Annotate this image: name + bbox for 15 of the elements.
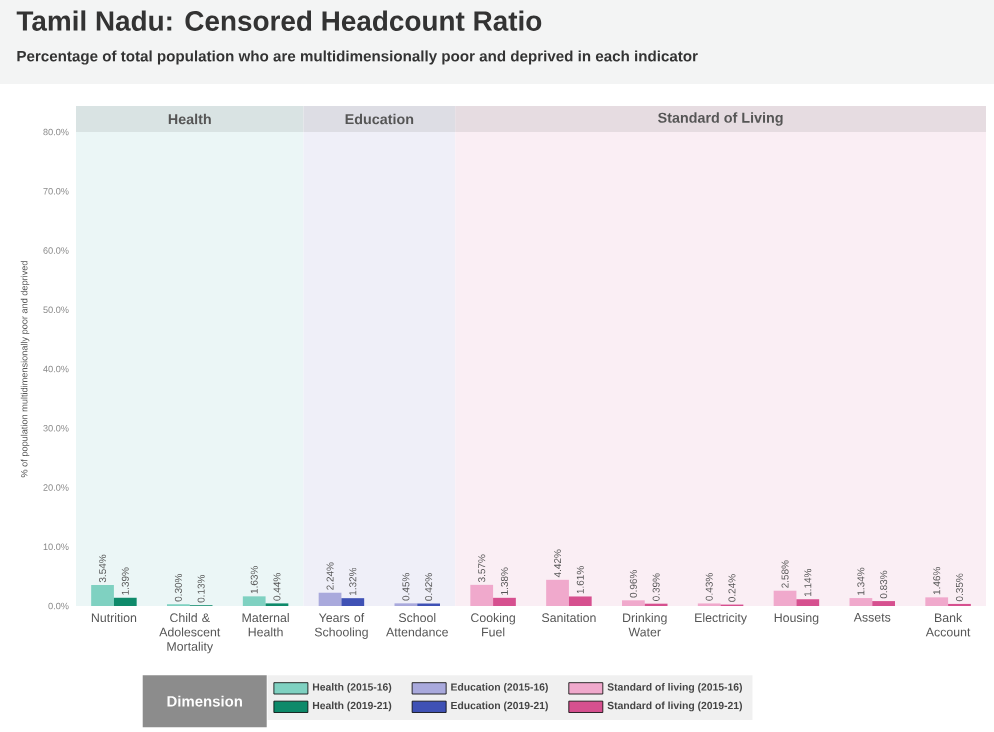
bar: [773, 590, 797, 606]
bar: [622, 600, 645, 606]
bar: [568, 596, 592, 606]
bar: [341, 598, 365, 606]
bar: [925, 597, 949, 606]
bar: [796, 599, 820, 606]
bar: [91, 585, 114, 606]
bar: [318, 592, 342, 606]
bar: [493, 597, 516, 606]
bar: [470, 584, 494, 606]
bar: [113, 597, 137, 606]
bar: [242, 596, 266, 606]
chart-title: Tamil Nadu: Censored Headcount Ratio: [16, 10, 542, 31]
bar: [546, 579, 569, 606]
bar: [849, 598, 873, 606]
